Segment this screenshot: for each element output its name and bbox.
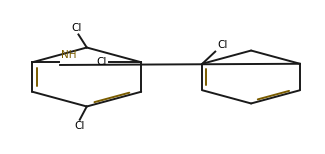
Text: Cl: Cl [72,23,82,33]
Text: NH: NH [61,51,76,60]
Text: Cl: Cl [217,40,228,50]
Text: Cl: Cl [74,121,85,131]
Text: Cl: Cl [96,57,106,67]
